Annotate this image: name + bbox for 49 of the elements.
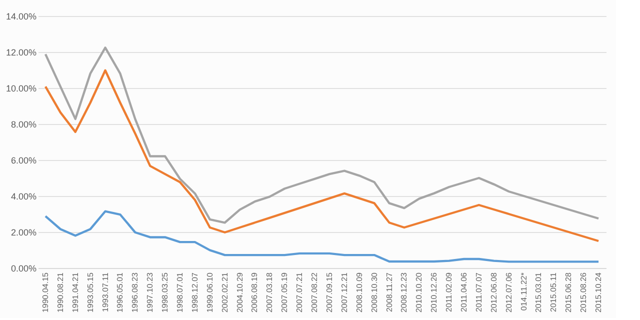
x-tick-label: 014.11.22* — [519, 272, 528, 311]
x-tick-label: 1999.06.10 — [205, 272, 214, 313]
line-series — [44, 69, 600, 242]
x-tick-label: 2011.04.06 — [460, 272, 468, 312]
y-tick-label: 2.00% — [10, 228, 36, 238]
x-tick-label: 1996.08.23 — [130, 272, 140, 313]
x-tick-label: 2008.11.27 — [384, 272, 394, 312]
x-tick-label: 1998.12.07 — [190, 272, 200, 313]
x-tick-label: 2011.07.07 — [474, 272, 484, 312]
x-tick-label: 2015.08.26 — [579, 272, 588, 313]
line-series — [44, 46, 600, 224]
x-tick-label: 2008.10.30 — [370, 272, 379, 313]
x-tick-label: 2007.08.22 — [310, 272, 320, 313]
y-tick-label: 14.00% — [6, 12, 36, 22]
y-tick-label: 0.00% — [10, 264, 36, 274]
x-tick-label: 1998.03.25 — [160, 272, 170, 313]
x-tick-label: 2007.03.18 — [265, 272, 274, 313]
x-tick-label: 2007.12.21 — [340, 272, 349, 313]
x-tick-label: 2012.06.08 — [489, 272, 498, 313]
x-tick-label: 2007.09.15 — [324, 272, 334, 313]
x-tick-label: 2008.12.23 — [400, 272, 409, 313]
x-tick-label: 1993.05.15 — [86, 272, 95, 313]
y-tick-label: 6.00% — [10, 156, 36, 166]
x-tick-label: 2012.07.06 — [504, 272, 514, 313]
y-tick-label: 4.00% — [10, 192, 36, 202]
line-series — [44, 210, 600, 263]
x-tick-label: 2006.08.19 — [250, 272, 260, 313]
x-tick-label: 2011.02.09 — [444, 272, 454, 312]
x-tick-label: 2015.06.28 — [564, 272, 574, 313]
x-tick-label: 1990.08.21 — [56, 272, 65, 313]
x-tick-label: 2015.05.11 — [549, 272, 558, 312]
x-tick-label: 2010.10.20 — [414, 272, 424, 313]
y-tick-label: 10.00% — [6, 84, 36, 94]
x-tick-label: 1997.10.23 — [146, 272, 155, 313]
x-tick-label: 2004.10.29 — [235, 272, 244, 313]
x-tick-label: 2007.05.19 — [280, 272, 290, 313]
x-tick-label: 1991.04.21 — [70, 272, 80, 313]
x-tick-label: 1990.04.15 — [40, 272, 50, 313]
x-tick-label: 2015.10.24 — [594, 272, 604, 313]
x-tick-label: 1998.07.01 — [176, 272, 184, 313]
x-tick-label: 1993.07.11 — [100, 272, 110, 312]
x-tick-label: 1996.05.01 — [116, 272, 125, 313]
x-tick-label: 2008.10.09 — [354, 272, 364, 313]
x-tick-label: 2007.07.21 — [295, 272, 304, 313]
x-tick-label: 2010.12.26 — [430, 272, 439, 313]
x-tick-label: 2015.03.01 — [534, 272, 544, 313]
y-tick-label: 12.00% — [6, 48, 36, 58]
y-tick-label: 8.00% — [10, 120, 36, 130]
x-tick-label: 2002.02.21 — [220, 272, 230, 313]
